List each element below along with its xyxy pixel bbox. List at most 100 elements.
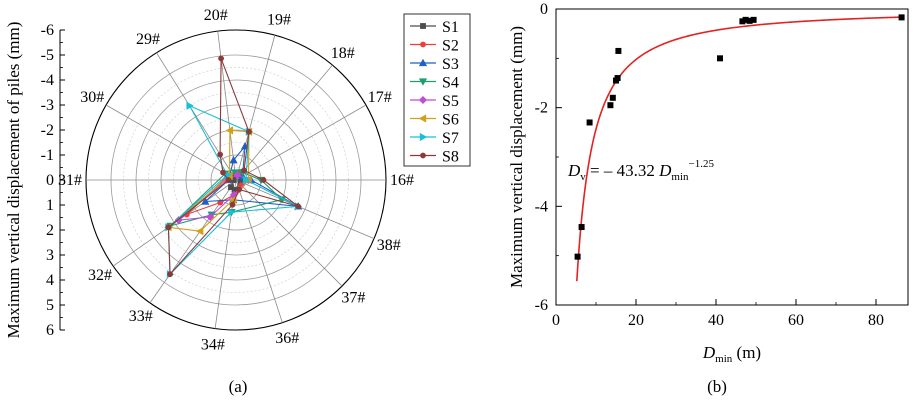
legend-marker	[418, 78, 428, 86]
radar-point	[225, 177, 232, 183]
angular-label: 38#	[377, 237, 401, 254]
legend-item-S7: S7	[410, 130, 459, 147]
legend-marker	[420, 23, 426, 29]
eq-dv: D	[567, 161, 581, 180]
x-axis-ticks: 0 20 40 60 80	[552, 299, 884, 329]
radar-spoke	[156, 52, 237, 181]
radial-tick-label: -3	[41, 97, 54, 114]
scatter-point	[742, 16, 749, 23]
fit-equation: Dv = – 43.32 Dmin−1.25	[567, 158, 714, 183]
legend-item-S6: S6	[410, 112, 459, 129]
legend-item-S1: S1	[410, 19, 459, 36]
radial-tick-label: -6	[41, 22, 54, 39]
radar-spoke	[235, 64, 333, 181]
radar-point	[186, 101, 194, 110]
fit-curve	[576, 16, 904, 282]
radar-spoke	[149, 179, 237, 304]
radar-point	[218, 55, 224, 62]
y-tick-label: -2	[535, 100, 548, 117]
eq-dv-sub: v	[580, 171, 586, 183]
x-tick-label: 80	[868, 312, 884, 329]
radial-tick-label: 4	[46, 272, 54, 289]
angular-label: 30#	[80, 89, 104, 106]
radial-tick-label: 3	[46, 247, 54, 264]
radar-spoke	[105, 104, 237, 181]
y-axis-ticks: 0 -2 -4 -6	[535, 1, 562, 314]
angular-label: 20#	[204, 7, 228, 24]
angular-label: 29#	[136, 31, 160, 48]
radial-tick-label: 5	[46, 297, 54, 314]
x-tick-label: 40	[708, 312, 724, 329]
legend-item-S5: S5	[410, 93, 459, 110]
radar-spoke	[235, 179, 283, 323]
angular-label: 17#	[368, 89, 392, 106]
panel-b-label: (b)	[707, 377, 727, 396]
angular-label: 18#	[331, 45, 355, 62]
scatter-point	[615, 47, 622, 54]
legend-item-S8: S8	[410, 149, 459, 166]
radar-spokes	[86, 31, 386, 329]
angular-label: 32#	[88, 267, 112, 284]
radar-point	[246, 128, 252, 135]
radar-point	[295, 203, 302, 210]
x-axis-label-main: D	[702, 343, 716, 362]
legend-marker	[420, 152, 426, 159]
radar-point	[260, 177, 267, 183]
eq-dmin: D	[658, 161, 672, 180]
radar-point	[242, 175, 251, 185]
radial-tick-label: 1	[46, 197, 54, 214]
x-tick-label: 0	[552, 312, 560, 329]
radar-spoke	[235, 179, 375, 239]
x-tick-label: 20	[628, 312, 644, 329]
angular-label: 19#	[267, 12, 291, 29]
x-axis-label-sub: min	[715, 353, 733, 365]
radar-spoke	[235, 104, 367, 181]
radar-point	[217, 151, 224, 158]
plot-frame	[555, 8, 909, 306]
radar-point	[229, 155, 238, 164]
x-axis-label: Dmin (m)	[702, 343, 761, 365]
legend-label: S2	[442, 38, 459, 55]
legend-label: S1	[442, 19, 459, 36]
scatter-chart: 0 20 40 60 80 0 -2 -4 -6 Maximum vertical displ…	[507, 1, 909, 396]
radar-point	[233, 171, 242, 180]
radar-series-S8	[165, 55, 302, 278]
legend-marker	[418, 114, 427, 123]
legend-item-S3: S3	[410, 56, 459, 73]
radar-point	[195, 227, 204, 236]
radar-spoke	[235, 35, 276, 181]
radial-tick-label: -1	[41, 147, 54, 164]
angular-label: 36#	[275, 330, 299, 347]
scatter-point	[574, 253, 581, 260]
radar-point	[201, 197, 210, 205]
scatter-point	[739, 18, 746, 25]
radar-point	[206, 212, 215, 221]
radar-series	[164, 55, 303, 279]
radial-tick-label: 6	[46, 322, 54, 339]
radar-point	[236, 186, 242, 193]
legend-marker	[418, 58, 428, 67]
y-tick-label: -6	[535, 297, 548, 314]
radar-chart: 16# 17# 18# 19# 20# 29# 30# 31# 32# 33# 34# 36# 37# 3…	[4, 7, 471, 396]
radar-point	[228, 208, 236, 217]
eq-mid: = – 43.32	[586, 161, 659, 180]
legend-label: S3	[442, 56, 459, 73]
scatter-point	[750, 16, 757, 23]
scatter-point	[609, 94, 616, 101]
radial-tick-label: -5	[41, 47, 54, 64]
radial-tick-label: -2	[41, 122, 54, 139]
radar-point	[225, 126, 234, 135]
radar-angular-labels: 16# 17# 18# 19# 20# 29# 30# 31# 32# 33# 34# 36# 37# 3…	[58, 7, 414, 353]
legend-marker	[418, 95, 428, 105]
radar-point	[229, 201, 236, 208]
legend-item-S2: S2	[410, 38, 459, 55]
scatter-point	[614, 75, 621, 82]
scatter-point	[746, 17, 753, 24]
scatter-point	[586, 119, 593, 126]
legend-label: S8	[442, 149, 459, 166]
radial-axis-label: Maximum vertical displacement of piles (…	[4, 22, 23, 339]
x-axis-label-unit: (m)	[732, 343, 761, 362]
legend-marker	[419, 132, 428, 142]
panel-a-label: (a)	[229, 377, 248, 396]
